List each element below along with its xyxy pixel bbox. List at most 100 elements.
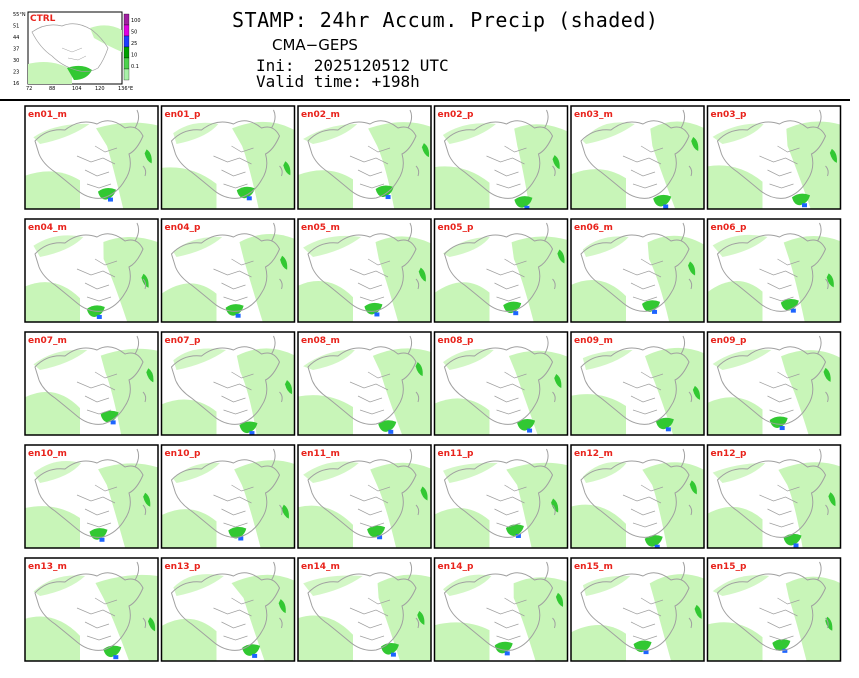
coastline — [544, 561, 556, 629]
province-borders — [76, 258, 118, 302]
country-border — [580, 572, 690, 651]
coastline — [134, 448, 147, 516]
precip-light — [161, 283, 217, 322]
precip-light — [298, 505, 353, 548]
coastline — [817, 335, 829, 403]
coastline — [680, 561, 693, 629]
lat-tick-label: 16 — [13, 81, 19, 87]
precip-moderate — [278, 599, 286, 614]
colorbar-label: 50 — [131, 30, 137, 36]
precip-moderate — [367, 525, 386, 538]
precip-heavy — [665, 427, 671, 432]
precip-heavy — [388, 429, 394, 434]
precip-moderate — [378, 420, 397, 432]
province-borders — [486, 484, 527, 528]
colorbar-label: 100 — [131, 18, 141, 24]
precip-moderate — [692, 385, 701, 400]
province-borders — [622, 597, 664, 641]
coastline — [680, 335, 693, 403]
coastline — [544, 109, 556, 177]
member-label: en09_p — [711, 336, 748, 346]
country-border — [170, 572, 281, 651]
precip-light — [298, 281, 353, 322]
country-border — [580, 459, 690, 538]
map-frame — [433, 105, 569, 210]
province-borders — [622, 258, 664, 302]
precip-light — [173, 574, 224, 596]
country-border — [170, 346, 281, 425]
map-frame — [24, 218, 159, 323]
precip-light — [644, 347, 704, 435]
province-borders — [349, 258, 391, 302]
precip-moderate — [829, 148, 837, 163]
country-border — [307, 459, 417, 538]
lat-tick-label: 23 — [13, 70, 19, 76]
precip-moderate — [418, 267, 426, 282]
precip-light — [303, 235, 362, 257]
precip-light — [232, 121, 295, 209]
province-borders — [759, 484, 800, 528]
precip-moderate — [823, 367, 831, 382]
precip-light — [508, 350, 568, 435]
precip-heavy — [377, 535, 383, 540]
province-borders — [486, 597, 527, 641]
province-borders — [349, 145, 391, 189]
precip-light — [443, 462, 498, 483]
precip-moderate — [780, 299, 799, 311]
map-frame — [570, 557, 705, 662]
province-borders — [486, 145, 527, 189]
precip-light — [571, 394, 626, 435]
precip-light — [571, 504, 626, 548]
map-frame — [24, 557, 159, 662]
map-frame — [570, 218, 705, 323]
ensemble-member-map: en09_p — [706, 331, 842, 436]
precip-moderate — [691, 136, 699, 151]
precip-light — [303, 349, 355, 370]
precip-light — [173, 122, 219, 144]
precip-moderate — [503, 301, 522, 314]
map-frame — [570, 444, 705, 549]
precip-heavy — [238, 536, 244, 541]
country-border — [443, 120, 554, 199]
country-border — [716, 346, 827, 425]
lon-tick-label: 88 — [49, 86, 55, 92]
precip-moderate — [688, 261, 696, 276]
precip-moderate — [769, 416, 788, 429]
precip-light — [33, 349, 88, 370]
member-label: en08_m — [301, 336, 340, 346]
precip-moderate — [694, 604, 702, 619]
map-frame — [706, 331, 842, 436]
control-label: CTRL — [30, 14, 56, 24]
precip-moderate — [655, 417, 674, 430]
province-borders — [213, 258, 254, 302]
precip-heavy — [235, 313, 241, 318]
page-title: STAMP: 24hr Accum. Precip (shaded) — [232, 8, 659, 32]
member-label: en02_p — [438, 110, 475, 120]
precip-light — [712, 123, 764, 144]
precip-heavy — [802, 203, 808, 208]
province-borders — [349, 597, 391, 641]
coastline — [134, 561, 147, 629]
precip-light — [96, 122, 158, 209]
precip-light — [571, 279, 626, 322]
lat-tick-label: 44 — [13, 35, 19, 41]
country-border — [443, 346, 554, 425]
precip-light — [582, 575, 631, 596]
coastline — [817, 561, 829, 629]
province-borders — [759, 597, 800, 641]
precip-moderate — [239, 421, 258, 434]
precip-moderate — [375, 185, 394, 198]
ensemble-member-map: en15_p — [706, 557, 842, 662]
ensemble-member-map: en01_m — [24, 105, 159, 210]
map-frame — [160, 557, 296, 662]
precip-light — [434, 622, 490, 661]
member-label: en07_p — [165, 336, 202, 346]
precip-moderate — [505, 524, 524, 536]
country-border — [580, 346, 690, 425]
member-label: en05_m — [301, 223, 340, 233]
country-border — [580, 120, 690, 199]
map-frame — [706, 444, 842, 549]
ensemble-member-map: en10_p — [160, 444, 296, 549]
province-borders — [622, 371, 664, 415]
precip-moderate — [551, 498, 559, 513]
